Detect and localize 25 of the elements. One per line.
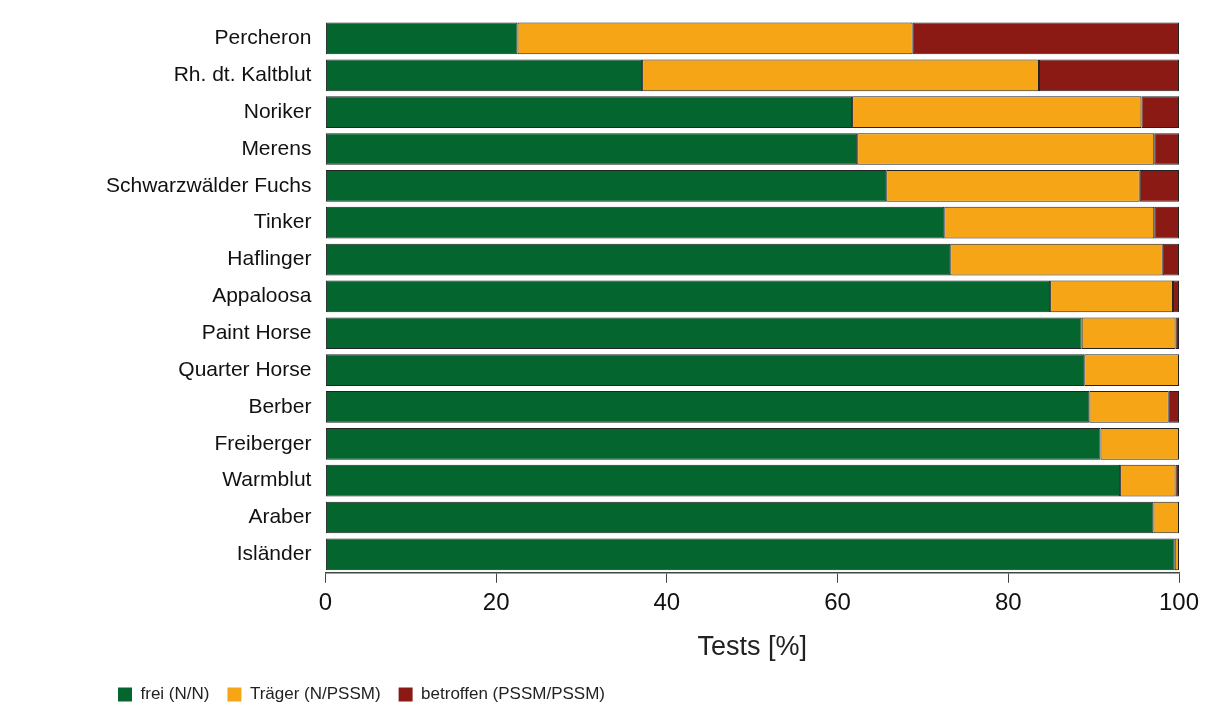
y-tick-label: Merens (241, 135, 312, 159)
y-tick-label: Warmblut (222, 467, 312, 491)
y-tick-label: Rh. dt. Kaltblut (173, 62, 312, 86)
legend-label: Träger (N/PSSM) (249, 684, 381, 704)
x-tick-label: 60 (824, 587, 851, 615)
x-tick-label: 100 (1158, 587, 1200, 615)
y-tick-label: Araber (248, 504, 312, 528)
legend-label: frei (N/N) (140, 684, 210, 704)
y-tick-label: Tinker (253, 209, 312, 233)
y-tick-label: Percheron (214, 25, 312, 49)
y-tick-label: Appaloosa (212, 283, 312, 307)
legend-label: betroffen (PSSM/PSSM) (421, 684, 606, 704)
y-tick-label: Noriker (243, 98, 312, 122)
x-tick-label: 0 (318, 587, 333, 615)
x-axis-title: Tests [%] (697, 631, 807, 662)
x-tick-label: 40 (653, 587, 681, 615)
x-tick-label: 80 (994, 587, 1022, 615)
y-tick-label: Berber (248, 393, 312, 417)
x-tick-label: 20 (482, 587, 510, 615)
y-tick-label: Haflinger (227, 246, 312, 270)
y-tick-label: Isländer (236, 541, 312, 565)
y-tick-label: Freiberger (214, 430, 312, 454)
y-tick-label: Quarter Horse (178, 356, 312, 380)
y-tick-label: Paint Horse (201, 320, 312, 344)
y-tick-label: Schwarzwälder Fuchs (106, 172, 312, 196)
